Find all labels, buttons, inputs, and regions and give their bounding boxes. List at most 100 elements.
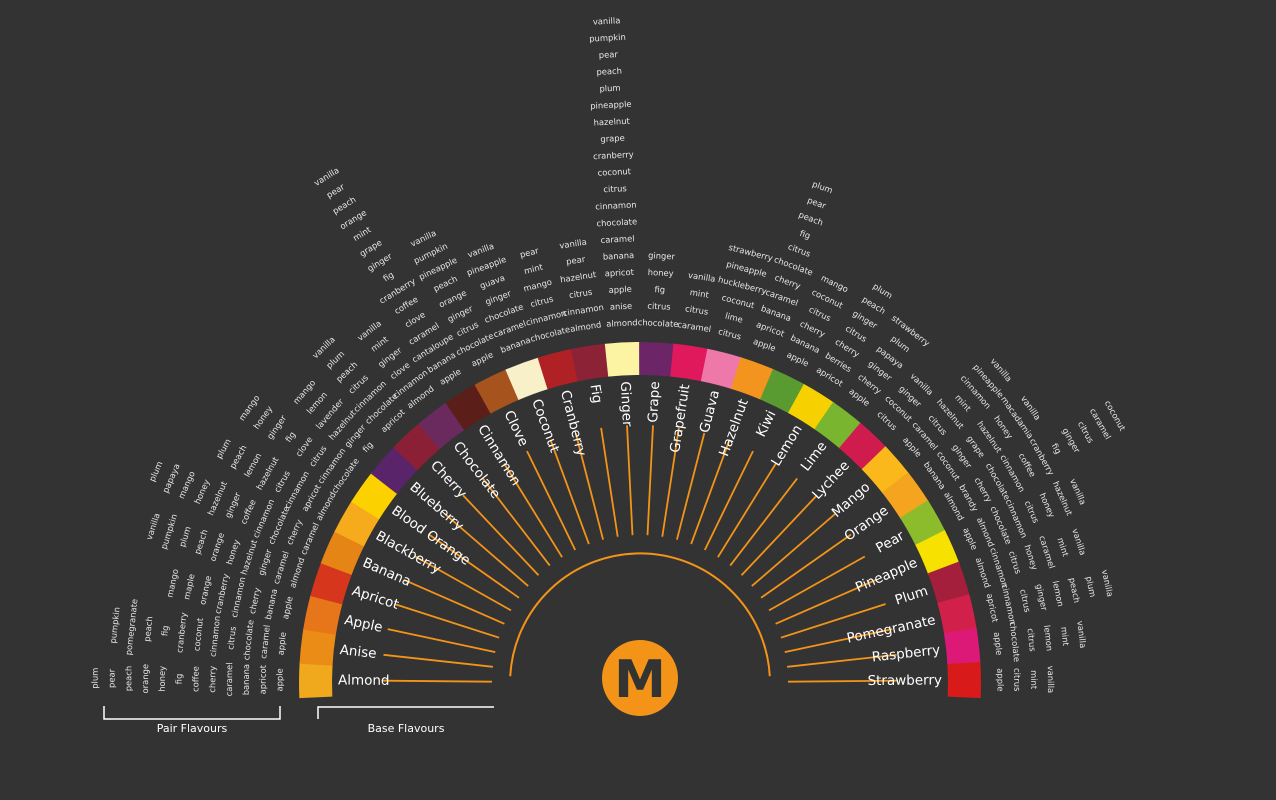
pair-flavour: mint [523, 261, 545, 276]
pair-flavour: fig [283, 430, 297, 444]
pair-flavour: apple [275, 632, 287, 656]
spoke-raspberry [787, 653, 897, 668]
base-flavour-almond: Almond [338, 672, 390, 688]
pair-flavour: orange [208, 531, 227, 562]
pair-flavour: citrus [603, 183, 627, 194]
pair-flavour: citrus [225, 626, 237, 650]
pair-flavour: citrus [1076, 419, 1096, 444]
ring-segment-pear [900, 500, 946, 547]
spoke-apricot [394, 603, 500, 639]
spoke-grape [646, 425, 654, 536]
base-flavour-kiwi: Kiwi [753, 408, 779, 440]
pair-flavour: peach [192, 528, 209, 555]
pair-flavour: cherry [284, 518, 304, 547]
spoke-cranberry [574, 432, 604, 540]
pair-flavour: citrus [529, 294, 554, 310]
base-flavour-lime: Lime [798, 439, 831, 475]
ring-segment-coconut [505, 357, 550, 401]
pair-flavour: caramel [1037, 534, 1057, 569]
spoke-almond [381, 679, 493, 683]
base-flavours-bracket: Base Flavours [317, 706, 494, 735]
pair-flavour: banana [263, 588, 279, 621]
pair-flavour: apple [785, 349, 810, 368]
pair-flavour: ginger [648, 250, 676, 261]
pair-flavour: ginger [256, 548, 274, 577]
pair-flavour: citrus [807, 304, 832, 323]
pairs-strawberry: apple citrus mint vanilla [995, 666, 1056, 694]
pair-flavour: vanilla [1046, 666, 1056, 694]
pair-flavour: citrus [1025, 628, 1037, 652]
base-flavour-raspberry: Raspberry [871, 642, 941, 665]
spoke-grapefruit [661, 427, 680, 537]
pair-flavour: almond [287, 556, 306, 589]
pair-flavour: plum [90, 668, 100, 689]
pair-flavour: mint [689, 287, 710, 300]
spoke-strawberry [787, 679, 899, 683]
pair-flavour: plum [214, 437, 233, 460]
spoke-fig [600, 427, 619, 537]
ring-segment-almond [299, 661, 333, 699]
pair-flavour: peach [596, 66, 622, 77]
pair-flavour: apple [280, 595, 295, 620]
spoke-coconut [550, 440, 590, 545]
ring-segment-plum [927, 561, 970, 605]
pair-flavour: coconut [721, 292, 756, 310]
base-flavour-grapefruit: Grapefruit [667, 383, 693, 454]
pair-flavour: citrus [272, 469, 292, 494]
pair-flavour: anise [610, 301, 633, 312]
pair-flavour: citrus [1012, 668, 1022, 691]
pair-flavour: lemon [1051, 580, 1066, 608]
ring-segment-ginger [604, 342, 641, 377]
pair-flavour: fig [159, 625, 170, 637]
pair-flavour: mint [1059, 626, 1071, 647]
ring-segment-grape [639, 342, 676, 377]
pairs-pear: almondbrandycherrychocolatecinnamoncoffe… [942, 399, 1128, 523]
base-flavour-clove: Clove [501, 408, 532, 449]
pair-flavour: chocolate [241, 619, 255, 661]
pair-flavour: chocolate [529, 324, 571, 344]
pair-flavour: pear [599, 49, 619, 60]
ring-segment-pineapple [915, 530, 960, 575]
pair-flavour: apple [752, 336, 777, 353]
pair-flavour: honey [192, 478, 212, 506]
pair-flavour: plum [871, 281, 894, 301]
pair-flavour: plum [147, 460, 165, 483]
logo: M [602, 640, 678, 716]
pair-flavour: mint [1055, 536, 1071, 558]
ring-segment-cinnamon [445, 383, 492, 431]
pair-flavour: pumpkin [589, 32, 626, 44]
spoke-lime [729, 477, 798, 567]
base-flavour-anise: Anise [339, 642, 377, 662]
pair-flavours-label: Pair Flavours [157, 722, 228, 735]
pair-flavour: cinnamon [525, 308, 567, 328]
spoke-apple [387, 628, 496, 653]
pair-flavour: pomegranate [123, 598, 139, 655]
pair-flavour: clove [294, 435, 315, 459]
pair-flavour: apple [847, 386, 872, 408]
pair-flavour: pumpkin [108, 607, 122, 644]
pair-flavour: vanilla [144, 512, 162, 541]
pair-flavour: caramel [600, 233, 634, 245]
pair-flavour: almond [606, 317, 638, 329]
pair-flavour: cranberry [593, 149, 634, 161]
pair-flavour: mango [522, 277, 553, 294]
base-flavour-plum: Plum [893, 583, 930, 609]
pair-flavour: citrus [1023, 499, 1042, 524]
pair-flavour: citrus [875, 409, 899, 432]
pair-flavour: peach [797, 209, 824, 227]
pair-flavour: chocolate [638, 317, 679, 329]
pair-flavour: hazelnut [559, 269, 597, 284]
logo-circle [602, 640, 678, 716]
pair-flavour: chocolate [596, 216, 637, 228]
pair-flavour: coconut [597, 166, 632, 178]
ring-segment-fig [570, 343, 610, 382]
pair-flavour: citrus [455, 319, 480, 338]
base-flavour-coconut: Coconut [528, 397, 562, 455]
pair-flavour: vanilla [1070, 527, 1088, 556]
pair-flavour: cherry [247, 587, 262, 615]
pair-flavour: peach [142, 616, 155, 642]
pair-flavour: mint [953, 392, 974, 414]
